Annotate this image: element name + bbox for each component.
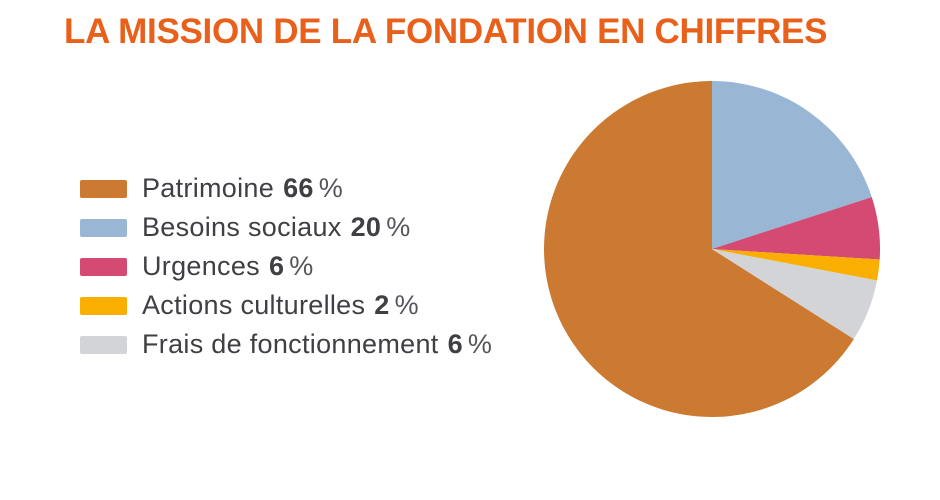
legend-swatch <box>80 335 127 354</box>
legend-text: Besoins sociaux 20% <box>142 214 411 241</box>
legend-label: Besoins sociaux <box>142 212 342 242</box>
legend-value: 66 <box>283 173 314 203</box>
legend-text: Patrimoine 66% <box>142 175 343 202</box>
percent-sign: % <box>386 212 411 242</box>
legend-label: Patrimoine <box>142 173 275 203</box>
percent-sign: % <box>318 173 344 203</box>
legend-swatch <box>80 218 127 237</box>
percent-sign: % <box>289 251 314 281</box>
percent-sign: % <box>467 329 493 359</box>
legend-item: Actions culturelles 2% <box>80 286 492 325</box>
legend-item: Frais de fonctionnement 6% <box>80 325 492 364</box>
legend-text: Urgences 6% <box>142 253 314 280</box>
legend-label: Frais de fonctionnement <box>142 329 439 359</box>
legend-label: Actions culturelles <box>142 290 366 320</box>
legend-label: Urgences <box>142 251 260 281</box>
legend-value: 6 <box>268 251 285 281</box>
pie-slice <box>712 197 880 260</box>
legend-value: 20 <box>350 212 382 242</box>
pie-slice <box>712 249 878 340</box>
legend-value: 2 <box>374 290 390 320</box>
legend-swatch <box>80 179 127 198</box>
legend-item: Besoins sociaux 20% <box>80 208 492 247</box>
legend-item: Patrimoine 66% <box>80 169 492 208</box>
legend-text: Actions culturelles 2% <box>142 292 419 319</box>
legend-item: Urgences 6% <box>80 247 492 286</box>
legend-swatch <box>80 257 127 276</box>
legend-value: 6 <box>447 329 463 359</box>
percent-sign: % <box>394 290 419 320</box>
legend: Patrimoine 66% Besoins sociaux 20% Urgence… <box>80 169 492 364</box>
pie-slice <box>712 249 880 281</box>
pie-slice <box>712 81 872 249</box>
page-title: LA MISSION DE LA FONDATION EN CHIFFRES <box>64 12 828 51</box>
pie-slice <box>544 81 854 417</box>
legend-text: Frais de fonctionnement 6% <box>142 331 492 358</box>
legend-swatch <box>80 296 127 315</box>
pie-chart <box>544 81 880 417</box>
